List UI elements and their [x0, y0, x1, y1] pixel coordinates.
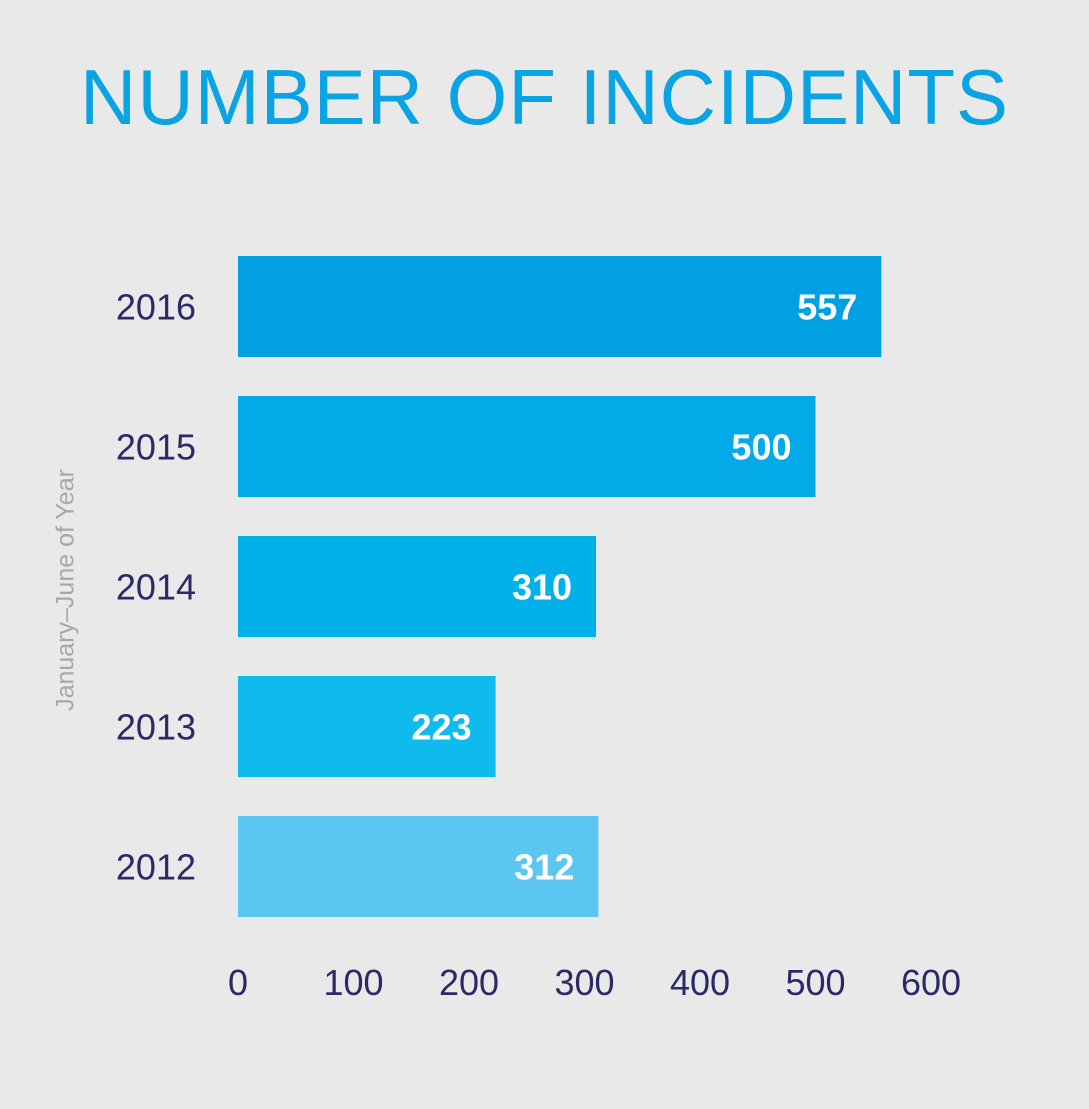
x-tick-label-300: 300	[554, 962, 614, 1003]
category-label-2012: 2012	[116, 847, 196, 888]
x-tick-label-100: 100	[323, 962, 383, 1003]
x-tick-label-0: 0	[228, 962, 248, 1003]
bar-2012	[238, 816, 599, 917]
bar-2013	[238, 676, 496, 777]
x-tick-label-500: 500	[785, 962, 845, 1003]
category-label-2015: 2015	[116, 427, 196, 468]
category-label-2013: 2013	[116, 707, 196, 748]
bar-2016	[238, 256, 882, 357]
data-label-2014: 310	[512, 567, 572, 608]
data-label-2015: 500	[731, 427, 791, 468]
bar-2014	[238, 536, 597, 637]
category-label-2014: 2014	[116, 567, 196, 608]
x-tick-label-200: 200	[439, 962, 499, 1003]
category-label-2016: 2016	[116, 287, 196, 328]
x-tick-label-400: 400	[670, 962, 730, 1003]
chart-title: NUMBER OF INCIDENTS	[79, 53, 1010, 141]
bar-2015	[238, 396, 816, 497]
data-label-2013: 223	[411, 707, 471, 748]
data-label-2016: 557	[797, 287, 857, 328]
data-label-2012: 312	[514, 847, 574, 888]
x-tick-label-600: 600	[901, 962, 961, 1003]
